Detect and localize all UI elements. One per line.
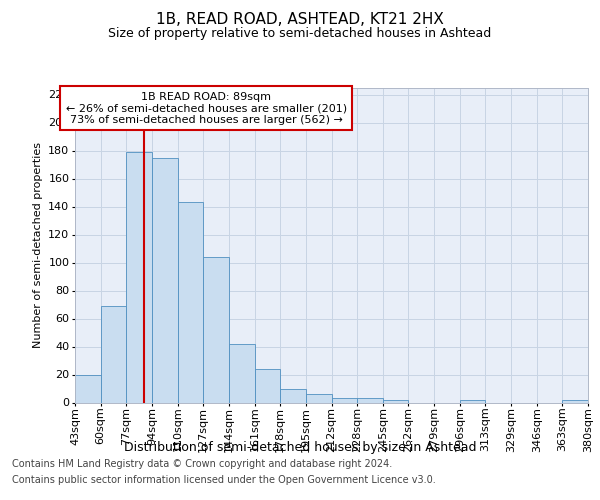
- Bar: [331, 398, 357, 402]
- Bar: [562, 400, 588, 402]
- Bar: [306, 394, 331, 402]
- Bar: [127, 152, 152, 403]
- Text: Distribution of semi-detached houses by size in Ashtead: Distribution of semi-detached houses by …: [124, 441, 476, 454]
- Bar: [101, 306, 127, 402]
- Text: 1B, READ ROAD, ASHTEAD, KT21 2HX: 1B, READ ROAD, ASHTEAD, KT21 2HX: [156, 12, 444, 28]
- Bar: [75, 374, 101, 402]
- Bar: [357, 398, 383, 402]
- Bar: [152, 158, 178, 402]
- Text: Size of property relative to semi-detached houses in Ashtead: Size of property relative to semi-detach…: [109, 28, 491, 40]
- Bar: [460, 400, 485, 402]
- Y-axis label: Number of semi-detached properties: Number of semi-detached properties: [32, 142, 43, 348]
- Text: 1B READ ROAD: 89sqm
← 26% of semi-detached houses are smaller (201)
73% of semi-: 1B READ ROAD: 89sqm ← 26% of semi-detach…: [66, 92, 347, 125]
- Bar: [203, 257, 229, 402]
- Bar: [280, 388, 306, 402]
- Text: Contains HM Land Registry data © Crown copyright and database right 2024.: Contains HM Land Registry data © Crown c…: [12, 459, 392, 469]
- Bar: [254, 369, 280, 402]
- Bar: [383, 400, 409, 402]
- Bar: [178, 202, 203, 402]
- Bar: [229, 344, 254, 402]
- Text: Contains public sector information licensed under the Open Government Licence v3: Contains public sector information licen…: [12, 475, 436, 485]
